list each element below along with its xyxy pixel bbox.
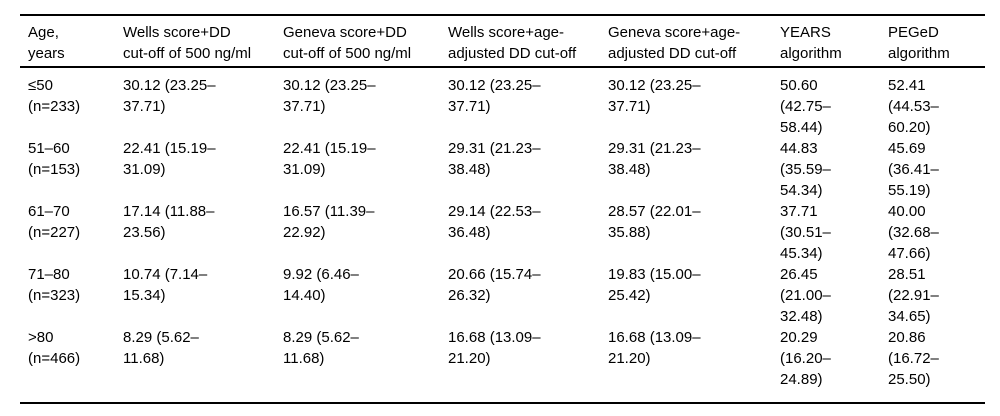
table-row: >80 (n=466) 8.29 (5.62– 11.68) 8.29 (5.6… (20, 327, 985, 403)
row-header-age-group: ≤50 (n=233) (28, 77, 81, 115)
table-cell: 28.57 (22.01– 35.88) (608, 203, 701, 241)
table-cell: 9.92 (6.46– 14.40) (283, 266, 359, 304)
table-cell: 8.29 (5.62– 11.68) (283, 329, 359, 367)
table-cell: 16.68 (13.09– 21.20) (448, 329, 541, 367)
row-header-age-group: 61–70 (n=227) (28, 203, 81, 241)
column-header-wells-age-adjusted: Wells score+age- adjusted DD cut-off (440, 15, 600, 68)
column-header-peged-algorithm: PEGeD algorithm (880, 15, 985, 68)
table-cell: 29.31 (21.23– 38.48) (448, 140, 541, 178)
table-cell: 40.00 (32.68– 47.66) (888, 203, 939, 262)
table-cell: 29.14 (22.53– 36.48) (448, 203, 541, 241)
table-cell: 20.66 (15.74– 26.32) (448, 266, 541, 304)
row-header-age-group: >80 (n=466) (28, 329, 81, 367)
table-cell: 44.83 (35.59– 54.34) (780, 140, 831, 199)
table-cell: 50.60 (42.75– 58.44) (780, 77, 831, 136)
table-row: 51–60 (n=153) 22.41 (15.19– 31.09) 22.41… (20, 138, 985, 201)
column-header-years-algorithm: YEARS algorithm (772, 15, 880, 68)
table-cell: 16.68 (13.09– 21.20) (608, 329, 701, 367)
table-cell: 22.41 (15.19– 31.09) (283, 140, 376, 178)
table-cell: 45.69 (36.41– 55.19) (888, 140, 939, 199)
column-header-age: Age, years (20, 15, 115, 68)
table-cell: 28.51 (22.91– 34.65) (888, 266, 939, 325)
row-header-age-group: 51–60 (n=153) (28, 140, 81, 178)
table-cell: 30.12 (23.25– 37.71) (448, 77, 541, 115)
table-cell: 8.29 (5.62– 11.68) (123, 329, 199, 367)
table-cell: 52.41 (44.53– 60.20) (888, 77, 939, 136)
table-row: 61–70 (n=227) 17.14 (11.88– 23.56) 16.57… (20, 201, 985, 264)
table-cell: 16.57 (11.39– 22.92) (283, 203, 375, 241)
table-cell: 20.86 (16.72– 25.50) (888, 329, 939, 388)
table-cell: 30.12 (23.25– 37.71) (608, 77, 701, 115)
header-row: Age, years Wells score+DD cut-off of 500… (20, 15, 985, 68)
table-cell: 26.45 (21.00– 32.48) (780, 266, 831, 325)
table-row: 71–80 (n=323) 10.74 (7.14– 15.34) 9.92 (… (20, 264, 985, 327)
table-cell: 20.29 (16.20– 24.89) (780, 329, 831, 388)
table-cell: 30.12 (23.25– 37.71) (123, 77, 216, 115)
table-cell: 10.74 (7.14– 15.34) (123, 266, 208, 304)
results-table: Age, years Wells score+DD cut-off of 500… (20, 14, 985, 404)
column-header-geneva-dd500: Geneva score+DD cut-off of 500 ng/ml (275, 15, 440, 68)
table-cell: 30.12 (23.25– 37.71) (283, 77, 376, 115)
table-cell: 22.41 (15.19– 31.09) (123, 140, 216, 178)
table-cell: 37.71 (30.51– 45.34) (780, 203, 831, 262)
column-header-wells-dd500: Wells score+DD cut-off of 500 ng/ml (115, 15, 275, 68)
row-header-age-group: 71–80 (n=323) (28, 266, 81, 304)
column-header-geneva-age-adjusted: Geneva score+age- adjusted DD cut-off (600, 15, 772, 68)
table-cell: 29.31 (21.23– 38.48) (608, 140, 701, 178)
table-cell: 19.83 (15.00– 25.42) (608, 266, 701, 304)
table-row: ≤50 (n=233) 30.12 (23.25– 37.71) 30.12 (… (20, 67, 985, 138)
table-cell: 17.14 (11.88– 23.56) (123, 203, 215, 241)
